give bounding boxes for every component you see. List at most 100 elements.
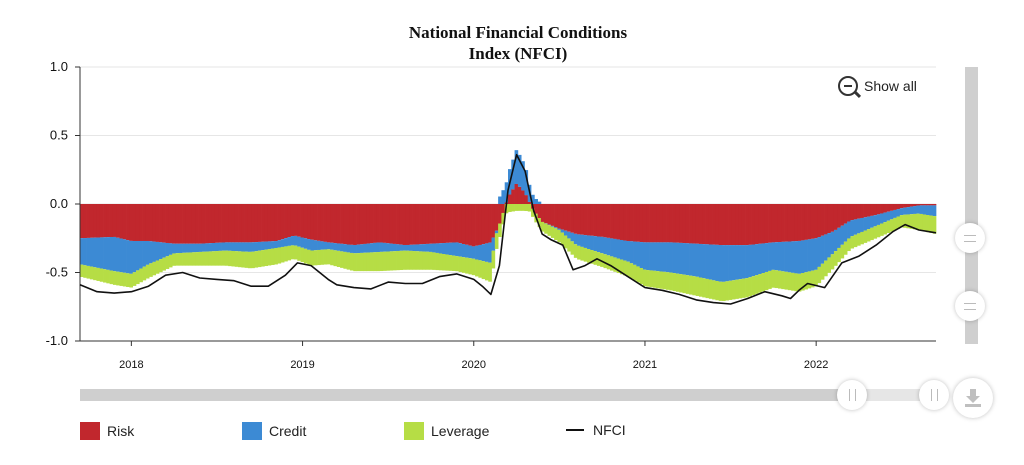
bar-risk: [646, 204, 650, 243]
bar-credit: [873, 215, 878, 227]
bar-risk: [876, 204, 881, 215]
bar-credit: [238, 242, 242, 252]
bar-credit: [195, 243, 199, 253]
bar-credit: [452, 242, 456, 256]
bar-credit: [761, 243, 766, 274]
horizontal-scroll-handle-right[interactable]: [919, 380, 949, 410]
bar-risk: [540, 204, 545, 222]
bar-leverage: [333, 250, 338, 267]
vertical-scroll-handle-bottom[interactable]: [955, 291, 985, 321]
bar-leverage: [270, 248, 275, 265]
bar-leverage: [155, 260, 160, 274]
legend-item-risk[interactable]: Risk: [80, 422, 134, 440]
bar-leverage: [866, 229, 871, 242]
bar-risk: [593, 204, 598, 237]
bar-leverage: [636, 266, 641, 283]
bar-leverage: [159, 259, 163, 273]
bar-credit: [511, 159, 515, 190]
bar-risk: [514, 183, 519, 204]
bar-leverage: [99, 268, 104, 282]
bar-risk: [824, 204, 828, 235]
vertical-scroll-handle-top[interactable]: [955, 223, 985, 253]
bar-risk: [675, 204, 680, 243]
bar-leverage: [695, 276, 700, 296]
horizontal-scroll-handle-left[interactable]: [837, 380, 867, 410]
bar-credit: [409, 244, 413, 251]
bar-leverage: [201, 251, 206, 266]
bar-risk: [896, 204, 901, 210]
bar-credit: [517, 154, 522, 187]
bar-risk: [231, 204, 236, 243]
bar-leverage: [422, 251, 427, 270]
vertical-scrollbar[interactable]: [965, 67, 978, 344]
bar-leverage: [929, 215, 934, 233]
bar-risk: [99, 204, 104, 238]
bar-credit: [280, 239, 285, 247]
bar-risk: [218, 204, 222, 243]
bar-risk: [774, 204, 779, 243]
bar-leverage: [326, 249, 331, 265]
bar-risk: [165, 204, 170, 243]
bar-credit: [718, 245, 723, 282]
bar-leverage: [860, 231, 864, 245]
bar-risk: [580, 204, 585, 235]
bar-leverage: [876, 224, 881, 238]
legend-item-leverage[interactable]: Leverage: [404, 422, 489, 440]
bar-risk: [198, 204, 203, 244]
bar-leverage: [448, 255, 453, 271]
bar-leverage: [218, 250, 222, 266]
bar-risk: [152, 204, 157, 242]
bar-risk: [270, 204, 275, 242]
bar-leverage: [708, 279, 713, 299]
bar-risk: [432, 204, 436, 244]
bar-leverage: [722, 281, 726, 302]
y-tick-label: -1.0: [46, 333, 68, 348]
bar-credit: [205, 243, 209, 252]
bar-credit: [600, 236, 604, 254]
bar-credit: [340, 243, 344, 252]
bar-risk: [916, 204, 920, 206]
bar-leverage: [221, 250, 226, 266]
bar-leverage: [494, 233, 499, 249]
bar-risk: [320, 204, 324, 242]
bar-credit: [373, 242, 377, 253]
bar-credit: [491, 237, 496, 251]
bar-credit: [498, 196, 502, 204]
bar-leverage: [178, 252, 183, 266]
bar-credit: [159, 242, 163, 260]
bar-credit: [889, 210, 894, 220]
bar-risk: [534, 204, 538, 214]
bar-risk: [261, 204, 265, 242]
download-button[interactable]: [953, 378, 993, 418]
bar-leverage: [853, 234, 858, 248]
bar-credit: [929, 205, 934, 216]
bar-risk: [817, 204, 822, 238]
bar-leverage: [626, 261, 631, 277]
bar-leverage: [501, 212, 506, 225]
bar-leverage: [540, 221, 545, 232]
bar-risk: [777, 204, 782, 243]
bar-risk: [761, 204, 766, 244]
bar-credit: [820, 235, 825, 264]
legend-item-nfci[interactable]: NFCI: [566, 422, 626, 438]
horizontal-scrollbar-thumb[interactable]: [80, 389, 852, 401]
bar-leverage: [455, 256, 459, 272]
bar-credit: [886, 211, 891, 221]
bar-leverage: [290, 245, 295, 260]
bar-credit: [899, 208, 904, 216]
bar-risk: [853, 204, 858, 220]
bar-credit: [649, 242, 654, 271]
bar-risk: [629, 204, 634, 242]
bar-leverage: [702, 278, 706, 298]
bar-risk: [191, 204, 196, 244]
bar-risk: [297, 204, 301, 237]
bar-leverage: [698, 277, 703, 297]
legend-item-credit[interactable]: Credit: [242, 422, 306, 440]
bar-leverage: [80, 264, 84, 278]
bar-leverage: [188, 252, 193, 266]
bar-credit: [603, 237, 608, 255]
bar-credit: [274, 241, 278, 248]
show-all-button[interactable]: Show all: [838, 74, 917, 98]
bar-leverage: [267, 249, 272, 266]
